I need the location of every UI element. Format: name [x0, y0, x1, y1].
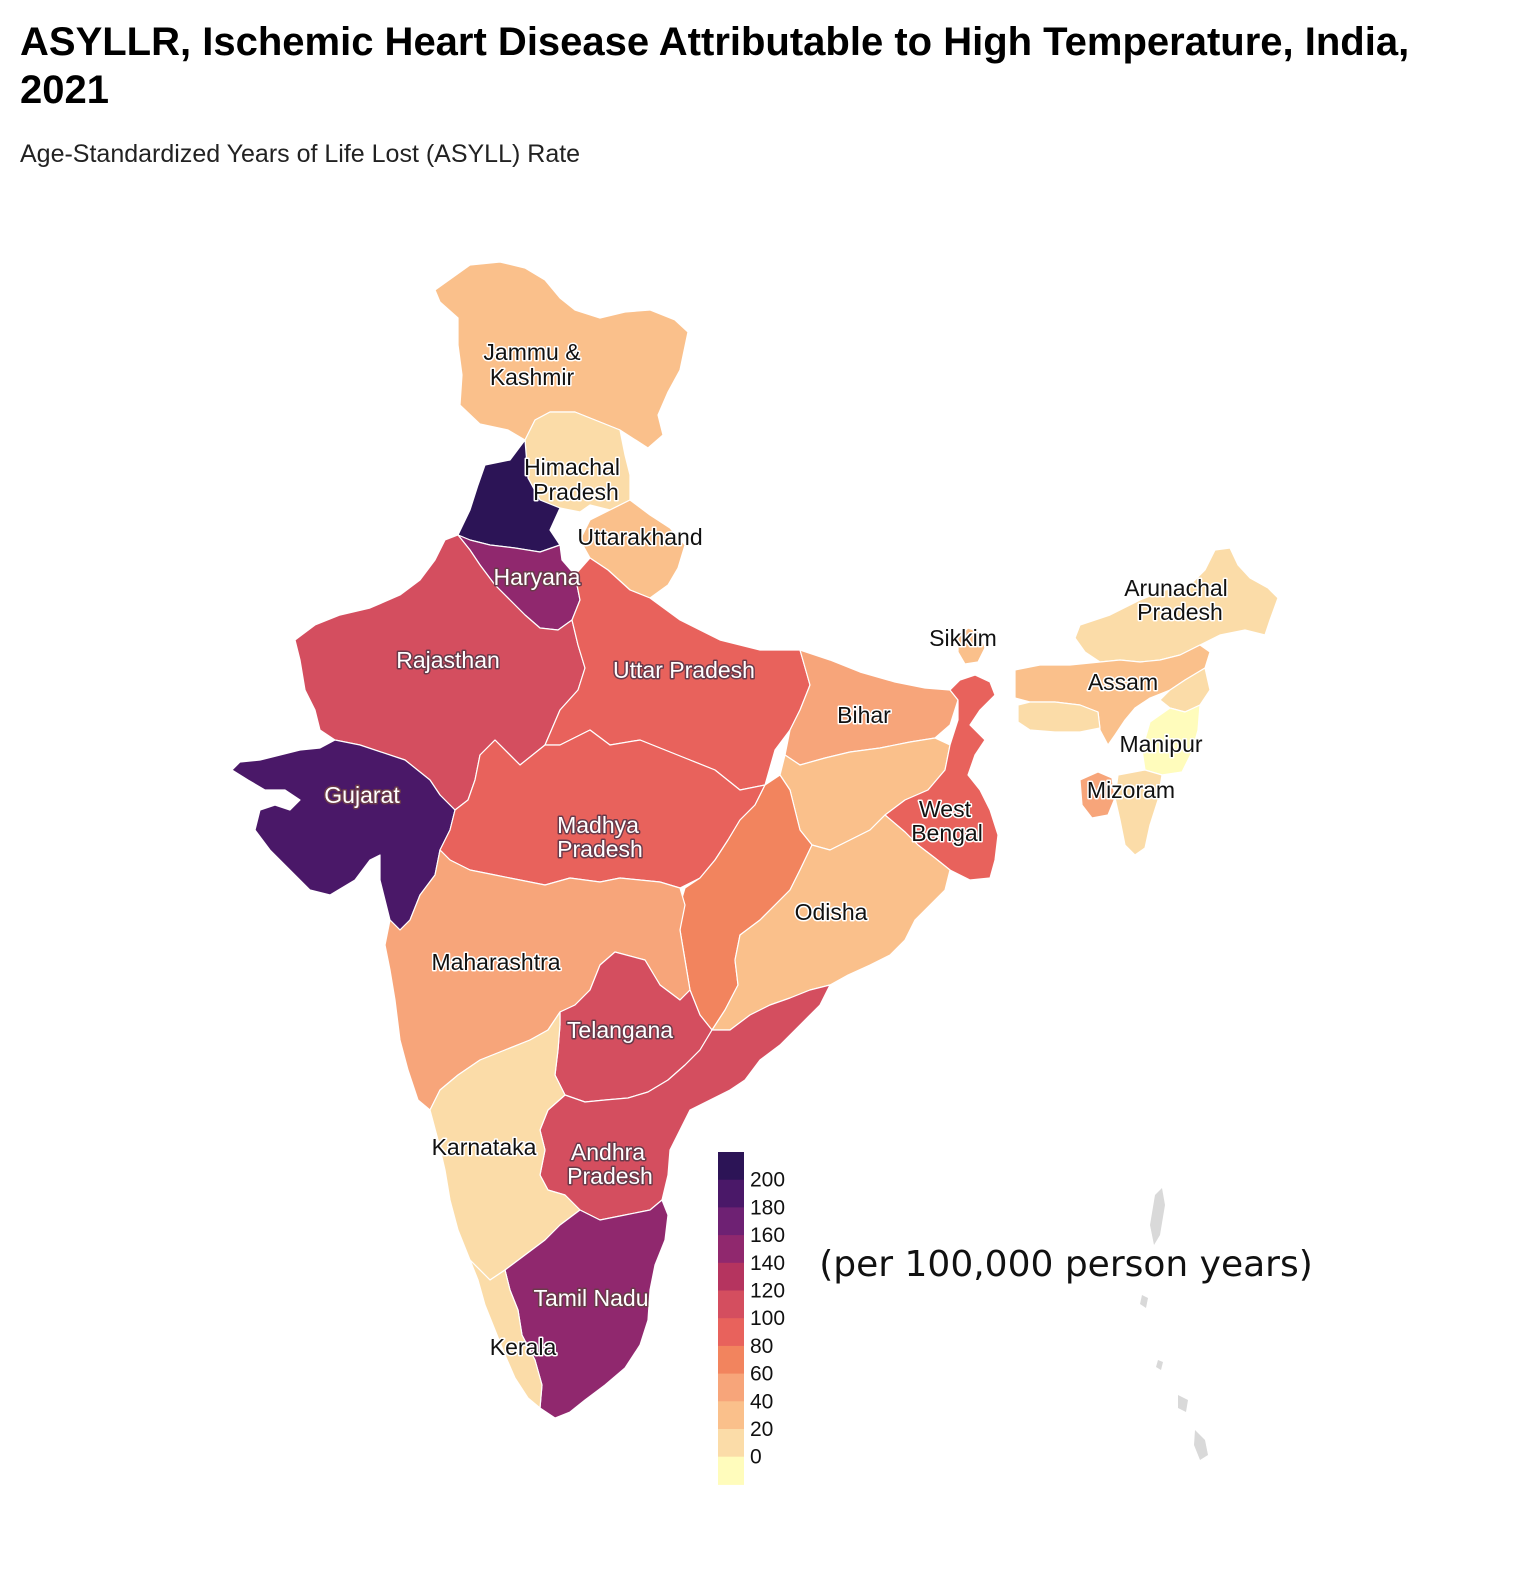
region-mizoram[interactable]	[1114, 769, 1163, 856]
legend-tick-label: 60	[750, 1363, 773, 1386]
label-manipur: Manipur	[1119, 731, 1202, 757]
chart-subtitle: Age-Standardized Years of Life Lost (ASY…	[20, 140, 581, 168]
label-uttar-pradesh: Uttar Pradesh	[613, 657, 755, 683]
legend-swatch	[718, 1152, 744, 1181]
label-gujarat: Gujarat	[324, 782, 400, 808]
label-rajasthan: Rajasthan	[396, 647, 500, 673]
region-uttar-pradesh[interactable]	[544, 557, 811, 791]
label-madhya-pradesh: Madhya Pradesh	[557, 812, 643, 862]
legend-swatch	[718, 1345, 744, 1375]
region-labels: Jammu & Kashmir Himachal Pradesh Uttarakha…	[323, 338, 1230, 1362]
label-uttarakhand: Uttarakhand	[577, 524, 702, 550]
legend-tick-label: 180	[750, 1196, 785, 1219]
label-haryana: Haryana	[494, 564, 581, 590]
legend-tick-label: 140	[750, 1252, 785, 1275]
legend-swatch	[718, 1235, 744, 1264]
legend-swatch	[718, 1456, 744, 1485]
region-manipur[interactable]	[1141, 704, 1201, 776]
label-assam: Assam	[1088, 669, 1158, 695]
legend-swatches	[718, 1152, 744, 1485]
label-west-bengal: West Bengal	[911, 796, 983, 846]
region-uttarakhand[interactable]	[579, 499, 686, 599]
region-sikkim[interactable]	[957, 627, 986, 665]
label-jammu-kashmir: Jammu & Kashmir	[483, 339, 580, 390]
region-jammu-kashmir[interactable]	[434, 261, 689, 449]
unit-note: (per 100,000 person years)	[819, 1244, 1313, 1285]
chart-title: ASYLLR, Ischemic Heart Disease Attributa…	[20, 20, 1410, 112]
legend-swatch	[718, 1262, 744, 1291]
legend-swatch	[718, 1373, 744, 1402]
label-karnataka: Karnataka	[432, 1134, 537, 1160]
legend-tick-label: 120	[750, 1280, 785, 1303]
region-west-bengal[interactable]	[884, 674, 999, 881]
legend-swatch	[718, 1401, 744, 1430]
region-kerala[interactable]	[469, 1259, 543, 1409]
label-sikkim: Sikkim	[929, 625, 997, 651]
label-odisha: Odisha	[795, 899, 868, 925]
legend-swatch	[718, 1179, 744, 1208]
label-telangana: Telangana	[567, 1017, 673, 1043]
label-andhra-pradesh: Andhra Pradesh	[567, 1139, 653, 1189]
region-tripura[interactable]	[1079, 771, 1116, 819]
legend-swatch	[718, 1429, 744, 1458]
region-odisha[interactable]	[711, 814, 951, 1031]
legend-swatch	[718, 1207, 744, 1236]
legend-swatch	[718, 1318, 744, 1347]
label-kerala: Kerala	[490, 1334, 557, 1360]
legend-tick-label: 100	[750, 1307, 785, 1330]
legend-tick-label: 200	[750, 1169, 785, 1192]
label-bihar: Bihar	[837, 702, 891, 728]
label-arunachal-pradesh: Arunachal Pradesh	[1124, 575, 1228, 625]
region-meghalaya[interactable]	[1017, 701, 1101, 733]
legend-tick-label: 80	[750, 1335, 773, 1358]
region-karnataka[interactable]	[429, 1011, 581, 1281]
label-tamil-nadu: Tamil Nadu	[533, 1285, 648, 1311]
legend-swatch	[718, 1290, 744, 1319]
regions-layer	[231, 261, 1279, 1419]
andaman-nicobar-islands	[1140, 1188, 1208, 1460]
label-himachal-pradesh: Himachal Pradesh	[524, 454, 620, 505]
legend-tick-label: 0	[750, 1446, 762, 1469]
label-maharashtra: Maharashtra	[431, 949, 560, 975]
legend-tick-label: 20	[750, 1418, 773, 1441]
legend-tick-label: 40	[750, 1390, 773, 1413]
legend-tick-label: 160	[750, 1224, 785, 1247]
label-mizoram: Mizoram	[1087, 777, 1175, 803]
